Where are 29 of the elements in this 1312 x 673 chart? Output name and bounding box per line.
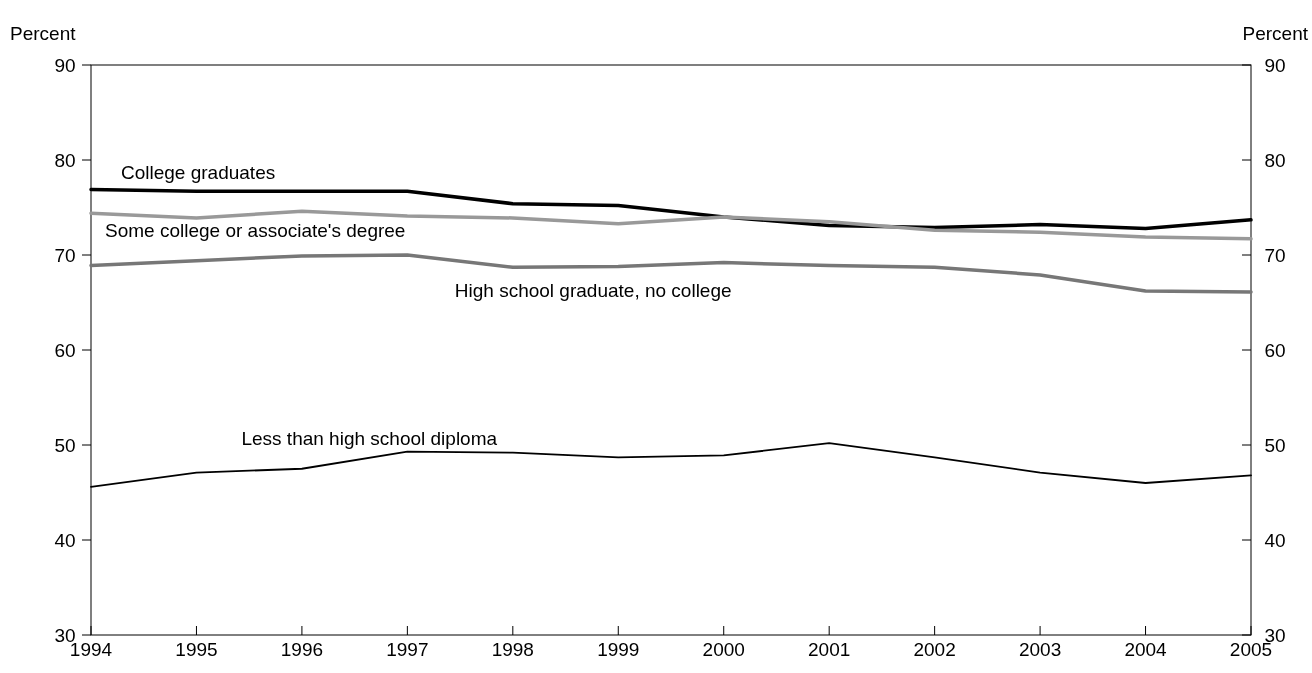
series-label: College graduates bbox=[121, 162, 276, 184]
x-tick-label: 2002 bbox=[913, 639, 956, 660]
y-axis-title: Percent bbox=[10, 23, 77, 44]
y2-axis-title: Percent bbox=[1242, 23, 1309, 44]
y2-tick-label: 40 bbox=[1264, 530, 1286, 551]
series-label: High school graduate, no college bbox=[454, 280, 732, 302]
x-tick-label: 1995 bbox=[175, 639, 218, 660]
line-series bbox=[89, 209, 1253, 241]
series-label: Less than high school diploma bbox=[241, 427, 498, 449]
x-tick-label: 2004 bbox=[1124, 639, 1168, 660]
y2-tick-label: 60 bbox=[1264, 340, 1286, 361]
y2-tick-label: 50 bbox=[1264, 435, 1286, 456]
y2-tick-label: 80 bbox=[1264, 150, 1286, 171]
y2-tick-label: 90 bbox=[1264, 55, 1286, 76]
x-tick-label: 1996 bbox=[280, 639, 324, 660]
y-tick-label: 70 bbox=[54, 245, 76, 266]
series-label: Some college or associate's degree bbox=[105, 220, 406, 242]
x-tick-label: 1998 bbox=[491, 639, 534, 660]
y-tick-label: 90 bbox=[54, 55, 76, 76]
y-tick-label: 40 bbox=[54, 530, 76, 551]
x-tick-label: 2003 bbox=[1018, 639, 1062, 660]
x-tick-label: 2001 bbox=[808, 639, 851, 660]
x-tick-label: 1999 bbox=[597, 639, 640, 660]
y-tick-label: 50 bbox=[54, 435, 76, 456]
y2-tick-label: 70 bbox=[1264, 245, 1286, 266]
y-tick-label: 80 bbox=[54, 150, 76, 171]
x-tick-label: 2000 bbox=[702, 639, 745, 660]
y-tick-label: 60 bbox=[54, 340, 76, 361]
x-tick-label: 1997 bbox=[386, 639, 429, 660]
